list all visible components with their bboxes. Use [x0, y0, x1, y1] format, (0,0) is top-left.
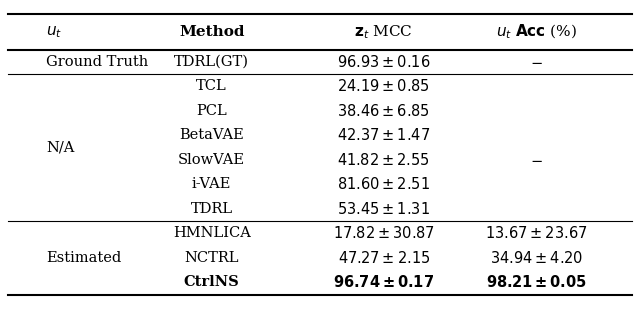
Text: $13.67 \pm 23.67$: $13.67 \pm 23.67$ [485, 226, 588, 241]
Text: $\mathbf{96.74 \pm 0.17}$: $\mathbf{96.74 \pm 0.17}$ [333, 274, 435, 290]
Text: i-VAE: i-VAE [192, 177, 231, 191]
Text: $\mathbf{z}_t$ MCC: $\mathbf{z}_t$ MCC [355, 23, 413, 41]
Text: N/A: N/A [46, 141, 74, 155]
Text: CtrlNS: CtrlNS [184, 275, 239, 289]
Text: $-$: $-$ [531, 55, 543, 69]
Text: TDRL: TDRL [191, 202, 233, 216]
Text: $96.93 \pm 0.16$: $96.93 \pm 0.16$ [337, 54, 431, 70]
Text: $41.82 \pm 2.55$: $41.82 \pm 2.55$ [337, 152, 430, 168]
Text: $-$: $-$ [531, 153, 543, 167]
Text: SlowVAE: SlowVAE [178, 153, 245, 167]
Text: NCTRL: NCTRL [184, 251, 239, 265]
Text: $42.37 \pm 1.47$: $42.37 \pm 1.47$ [337, 127, 430, 143]
Text: $34.94 \pm 4.20$: $34.94 \pm 4.20$ [490, 250, 583, 266]
Text: $81.60 \pm 2.51$: $81.60 \pm 2.51$ [337, 176, 430, 192]
Text: $u_t$: $u_t$ [46, 24, 62, 40]
Text: $53.45 \pm 1.31$: $53.45 \pm 1.31$ [337, 201, 430, 217]
Text: $u_t$ $\mathbf{Acc}$ (%): $u_t$ $\mathbf{Acc}$ (%) [496, 23, 577, 41]
Text: Ground Truth: Ground Truth [46, 55, 148, 69]
Text: Method: Method [179, 25, 244, 39]
Text: $24.19 \pm 0.85$: $24.19 \pm 0.85$ [337, 78, 430, 95]
Text: Estimated: Estimated [46, 251, 121, 265]
Text: TCL: TCL [196, 79, 227, 94]
Text: $38.46 \pm 6.85$: $38.46 \pm 6.85$ [337, 103, 430, 119]
Text: TDRL(GT): TDRL(GT) [174, 55, 249, 69]
Text: HMNLICA: HMNLICA [173, 227, 251, 240]
Text: $\mathbf{98.21 \pm 0.05}$: $\mathbf{98.21 \pm 0.05}$ [486, 274, 587, 290]
Text: PCL: PCL [196, 104, 227, 118]
Text: $47.27 \pm 2.15$: $47.27 \pm 2.15$ [337, 250, 430, 266]
Text: $17.82 \pm 30.87$: $17.82 \pm 30.87$ [333, 226, 435, 241]
Text: BetaVAE: BetaVAE [179, 128, 244, 142]
